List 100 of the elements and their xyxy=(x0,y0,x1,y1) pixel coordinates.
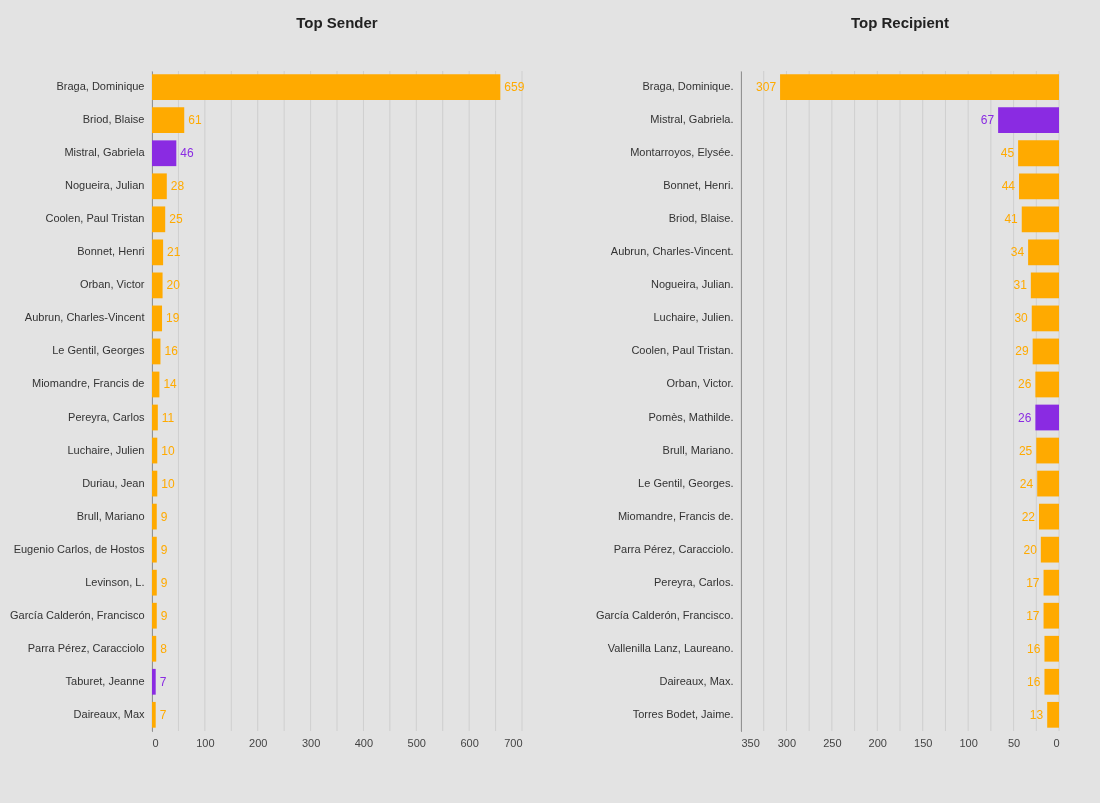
y-tick-label: Le Gentil, Georges. xyxy=(638,476,734,489)
bar xyxy=(780,74,1059,101)
bar xyxy=(1028,239,1059,266)
bar xyxy=(152,140,177,167)
bar xyxy=(152,602,157,629)
y-tick-label: Torres Bodet, Jaime. xyxy=(632,707,734,720)
data-label: 20 xyxy=(1023,542,1038,557)
bar xyxy=(152,206,166,233)
bar xyxy=(152,503,157,530)
x-tick-label: 50 xyxy=(1007,736,1021,749)
data-label: 17 xyxy=(1026,608,1040,623)
data-label: 67 xyxy=(980,113,995,128)
bar xyxy=(1036,437,1059,464)
bar xyxy=(152,173,167,200)
x-tick-label: 350 xyxy=(741,736,760,749)
x-tick-label: 700 xyxy=(504,736,523,749)
y-tick-label: Briod, Blaise xyxy=(82,113,145,126)
bar xyxy=(1031,305,1059,332)
y-tick-label: Braga, Dominique xyxy=(56,80,145,93)
bar xyxy=(1035,404,1059,431)
y-tick-label: Pomès, Mathilde. xyxy=(648,410,734,423)
bar xyxy=(152,239,164,266)
y-tick-label: Pereyra, Carlos. xyxy=(654,575,734,588)
x-tick-label: 400 xyxy=(354,736,374,749)
y-tick-label: Bonnet, Henri. xyxy=(663,179,734,192)
y-tick-label: Miomandre, Francis de xyxy=(32,377,145,390)
chart-title: Top Sender xyxy=(296,13,378,31)
y-tick-label: Brull, Mariano. xyxy=(662,443,734,456)
data-label: 41 xyxy=(1004,212,1019,227)
bar xyxy=(152,371,160,398)
bar xyxy=(1032,338,1059,365)
bar xyxy=(152,272,163,299)
bar xyxy=(1030,272,1059,299)
bar xyxy=(1039,503,1059,530)
y-tick-label: Bonnet, Henri xyxy=(77,245,145,258)
bar xyxy=(152,338,161,365)
data-label: 25 xyxy=(169,212,183,227)
y-tick-label: Luchaire, Julien. xyxy=(653,311,734,324)
y-tick-label: Orban, Victor. xyxy=(666,377,734,390)
data-label: 307 xyxy=(756,80,777,95)
data-label: 10 xyxy=(161,476,175,491)
data-label: 9 xyxy=(160,509,168,524)
data-label: 11 xyxy=(161,410,175,425)
y-tick-label: Taburet, Jeanne xyxy=(65,674,145,687)
bar xyxy=(152,569,157,596)
data-label: 7 xyxy=(159,674,167,689)
data-label: 14 xyxy=(163,377,178,392)
bar xyxy=(1043,569,1059,596)
bar xyxy=(152,635,157,662)
x-tick-label: 0 xyxy=(1053,736,1060,749)
bar xyxy=(152,107,185,134)
y-tick-label: Miomandre, Francis de. xyxy=(617,509,734,522)
data-label: 659 xyxy=(504,80,525,95)
x-tick-label: 150 xyxy=(914,736,933,749)
data-label: 26 xyxy=(1018,410,1032,425)
data-label: 19 xyxy=(166,311,180,326)
data-label: 28 xyxy=(170,179,185,194)
x-tick-label: 500 xyxy=(407,736,426,749)
bar xyxy=(1047,701,1059,728)
bar xyxy=(998,107,1059,134)
data-label: 8 xyxy=(160,641,168,656)
y-tick-label: Coolen, Paul Tristan xyxy=(45,212,145,225)
data-label: 25 xyxy=(1018,443,1033,458)
bar xyxy=(152,437,158,464)
data-label: 9 xyxy=(160,542,168,557)
x-tick-label: 100 xyxy=(196,736,215,749)
y-tick-label: García Calderón, Francisco xyxy=(10,608,145,621)
data-label: 61 xyxy=(188,113,202,128)
y-tick-label: Orban, Victor xyxy=(79,278,145,291)
data-label: 29 xyxy=(1015,344,1029,359)
x-tick-label: 200 xyxy=(868,736,887,749)
y-tick-label: Pereyra, Carlos xyxy=(68,410,145,423)
y-tick-label: Coolen, Paul Tristan. xyxy=(631,344,734,357)
y-tick-label: Braga, Dominique. xyxy=(642,80,734,93)
data-label: 44 xyxy=(1001,179,1016,194)
bar xyxy=(152,305,163,332)
bar xyxy=(1021,206,1059,233)
bar xyxy=(152,701,156,728)
bar xyxy=(152,470,158,497)
y-tick-label: Aubrun, Charles-Vincent. xyxy=(610,245,734,258)
x-tick-label: 100 xyxy=(959,736,978,749)
data-label: 17 xyxy=(1026,575,1040,590)
bar xyxy=(152,536,157,563)
chart-title: Top Recipient xyxy=(850,13,950,31)
x-tick-label: 200 xyxy=(249,736,268,749)
y-tick-label: Montarroyos, Elysée. xyxy=(630,146,734,159)
y-tick-label: Vallenilla Lanz, Laureano. xyxy=(607,641,734,654)
data-label: 10 xyxy=(161,443,175,458)
data-label: 20 xyxy=(166,278,181,293)
data-label: 22 xyxy=(1021,509,1036,524)
x-tick-label: 250 xyxy=(823,736,842,749)
bar xyxy=(152,74,501,101)
y-tick-label: Nogueira, Julian. xyxy=(650,278,734,291)
bar xyxy=(1035,371,1059,398)
data-label: 24 xyxy=(1019,476,1034,491)
bar xyxy=(152,668,156,695)
data-label: 16 xyxy=(1027,641,1041,656)
y-tick-label: Luchaire, Julien xyxy=(67,443,145,456)
y-tick-label: Duriau, Jean xyxy=(82,476,145,489)
y-tick-label: Eugenio Carlos, de Hostos xyxy=(13,542,145,555)
